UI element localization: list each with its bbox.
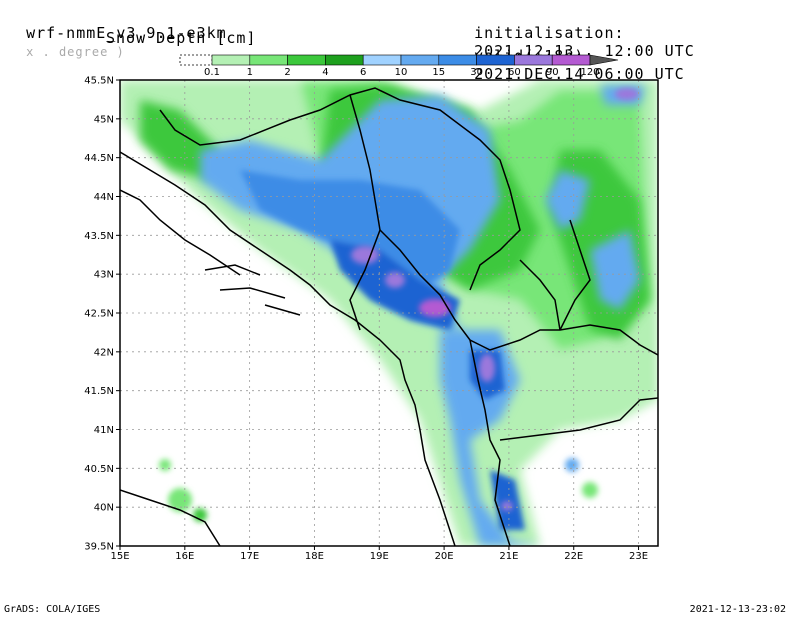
legend-label: 60 [508,67,521,78]
lon-label: 20E [435,551,454,562]
footer-timestamp: 2021-12-13-23:02 [689,604,786,615]
valid-value: 2021.DEC.14 06:00 UTC [474,65,685,83]
lat-label: 39.5N [84,542,114,553]
lat-label: 42.5N [84,309,114,320]
model-name: wrf-nmmE_v3.9.1-e3km [26,24,227,42]
lon-label: 18E [305,551,324,562]
lat-label: 40.5N [84,464,114,475]
legend-label: 10 [395,67,408,78]
color-legend: 0.1 1 2 4 6 10 15 30 60 90 120 [179,54,619,78]
lat-label: 41N [94,425,114,436]
legend-boxes [179,54,619,66]
lon-label: 15E [110,551,129,562]
lon-label: 19E [370,551,389,562]
coastlines-borders [120,87,658,546]
legend-label: 2 [284,67,290,78]
longitude-labels: 15E 16E 17E 18E 19E 20E 21E 22E 23E [110,546,648,562]
legend-label: 30 [470,67,483,78]
grid-note: x . degree ) [26,45,125,59]
snow-field-peak [351,88,639,511]
legend-label: 15 [432,67,445,78]
lon-label: 16E [175,551,194,562]
lon-label: 17E [240,551,259,562]
lat-label: 44.5N [84,153,114,164]
model-title: wrf-nmmE_v3.9.1-e3km x . degree ) [6,6,227,60]
init-label: initialisation: [474,24,625,42]
lat-label: 41.5N [84,386,114,397]
lat-label: 43N [94,270,114,281]
legend-label: 120 [580,67,599,78]
latitude-labels: 45.5N 45N 44.5N 44N 43.5N 43N 42.5N 42N 41.5N 41N… [84,76,120,553]
lat-label: 40N [94,503,114,514]
legend-label: 1 [247,67,253,78]
lat-label: 42N [94,347,114,358]
lat-label: 44N [94,192,114,203]
lon-label: 21E [499,551,518,562]
lon-label: 23E [629,551,648,562]
legend-label: 90 [546,67,559,78]
lat-label: 45N [94,114,114,125]
legend-label: 4 [322,67,328,78]
footer-credit: GrADS: COLA/IGES [4,604,101,615]
legend-above-arrow [589,54,619,66]
legend-label: 0.1 [204,67,220,78]
map-field [120,80,658,546]
legend-label: 6 [360,67,366,78]
lon-label: 22E [564,551,583,562]
variable-title: Snow Depth [cm] [106,29,257,47]
legend-labels: 0.1 1 2 4 6 10 15 30 60 90 120 [204,67,600,78]
lat-label: 43.5N [84,231,114,242]
lat-label: 45.5N [84,76,114,87]
